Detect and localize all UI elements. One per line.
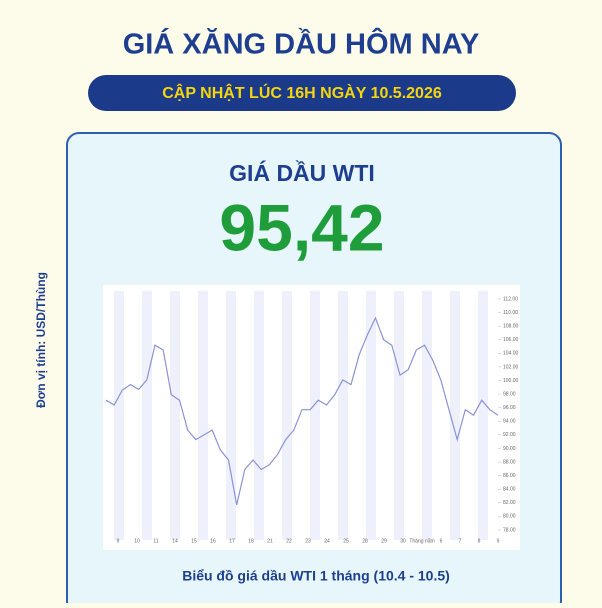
y-tick-label: 102.00 bbox=[503, 364, 519, 370]
stripe bbox=[198, 291, 208, 540]
x-tick-label: 22 bbox=[286, 538, 292, 544]
x-tick-label: 10 bbox=[134, 538, 140, 544]
stripe bbox=[394, 291, 404, 540]
y-tick-label: 108.00 bbox=[503, 324, 519, 330]
stripe bbox=[450, 291, 460, 540]
y-tick-label: 84.00 bbox=[503, 487, 516, 493]
y-tick-label: 90.00 bbox=[503, 446, 516, 452]
stripe bbox=[254, 291, 264, 540]
y-tick-label: 110.00 bbox=[503, 310, 518, 316]
y-tick-label: 88.00 bbox=[503, 459, 516, 465]
x-tick-label: 28 bbox=[362, 538, 368, 544]
price: 95,42 bbox=[219, 190, 384, 264]
y-tick-label: 104.00 bbox=[503, 351, 519, 357]
x-tick-label: 17 bbox=[229, 538, 235, 544]
y-tick-label: 96.00 bbox=[503, 405, 516, 411]
stripe bbox=[366, 291, 376, 540]
x-tick-label: 15 bbox=[191, 538, 197, 544]
x-tick-label: 9 bbox=[497, 538, 500, 544]
x-tick-label: 14 bbox=[172, 538, 178, 544]
y-tick-label: 98.00 bbox=[503, 391, 516, 397]
stripe bbox=[114, 291, 124, 540]
x-tick-label: Tháng năm bbox=[409, 538, 434, 544]
title: GIÁ XĂNG DẦU HÔM NAY bbox=[123, 27, 480, 61]
y-tick-label: 78.00 bbox=[503, 527, 516, 533]
y-tick-label: 112.00 bbox=[503, 296, 518, 302]
y-tick-label: 106.00 bbox=[503, 337, 519, 343]
y-tick-label: 94.00 bbox=[503, 419, 516, 425]
stripe bbox=[142, 291, 152, 540]
y-tick-label: 80.00 bbox=[503, 514, 516, 520]
x-tick-label: 23 bbox=[305, 538, 311, 544]
stripe bbox=[310, 291, 320, 540]
caption: Biểu đồ giá dầu WTI 1 tháng (10.4 - 10.5… bbox=[182, 568, 450, 584]
x-tick-label: 30 bbox=[400, 538, 406, 544]
stripe bbox=[338, 291, 348, 540]
subtitle: CẬP NHẬT LÚC 16H NGÀY 10.5.2026 bbox=[162, 83, 442, 102]
card-title: GIÁ DẦU WTI bbox=[229, 159, 375, 186]
x-tick-label: 18 bbox=[248, 538, 254, 544]
x-tick-label: 24 bbox=[324, 538, 330, 544]
stripe bbox=[226, 291, 236, 540]
x-tick-label: 9 bbox=[117, 538, 120, 544]
x-tick-label: 21 bbox=[267, 538, 273, 544]
x-tick-label: 25 bbox=[343, 538, 349, 544]
stripe bbox=[478, 291, 488, 540]
x-tick-label: 11 bbox=[153, 538, 158, 544]
x-tick-label: 16 bbox=[210, 538, 216, 544]
y-tick-label: 82.00 bbox=[503, 500, 516, 506]
unit-label: Đơn vị tính: USD/Thùng bbox=[34, 272, 48, 408]
subtitle-pill bbox=[88, 75, 516, 111]
stripe bbox=[282, 291, 292, 540]
stripe bbox=[422, 291, 432, 540]
stripe bbox=[170, 291, 180, 540]
y-tick-label: 100.00 bbox=[503, 378, 519, 384]
x-tick-label: 7 bbox=[459, 538, 462, 544]
y-tick-label: 86.00 bbox=[503, 473, 516, 479]
x-tick-label: 6 bbox=[440, 538, 443, 544]
x-tick-label: 29 bbox=[381, 538, 387, 544]
price-line bbox=[105, 316, 499, 506]
x-tick-label: 8 bbox=[478, 538, 481, 544]
y-tick-label: 92.00 bbox=[503, 432, 516, 438]
